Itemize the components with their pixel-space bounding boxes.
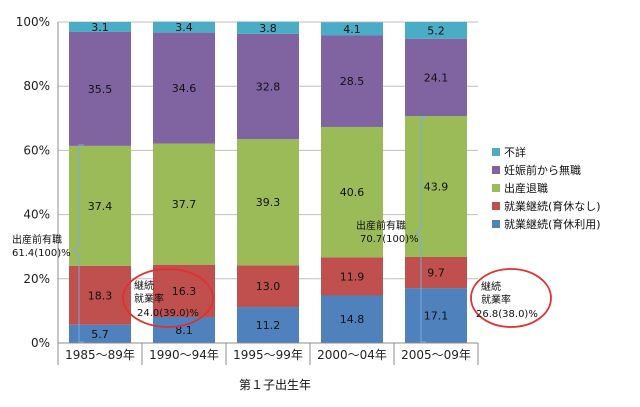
bar-segment xyxy=(153,21,215,33)
bar-segment xyxy=(405,38,467,117)
data-label: 37.7 xyxy=(172,198,197,211)
right-bracket-label-1: 出産前有職 xyxy=(356,219,406,232)
bar-segment xyxy=(405,22,467,39)
data-label: 37.4 xyxy=(88,200,113,213)
x-tick-label: 2000～04年 xyxy=(317,348,387,362)
data-label: 35.5 xyxy=(88,83,113,96)
x-tick-label: 2005～09年 xyxy=(401,348,471,362)
data-label: 28.5 xyxy=(340,75,365,88)
bar-segment xyxy=(237,21,299,34)
circle-left xyxy=(122,268,214,328)
circle-right xyxy=(470,268,552,328)
data-label: 17.1 xyxy=(424,310,449,323)
bar-segment xyxy=(69,324,131,343)
x-tick-label: 1995～99年 xyxy=(233,348,303,362)
bar-segment xyxy=(321,35,383,127)
bar-segment xyxy=(69,22,131,32)
left-bracket xyxy=(73,144,84,343)
data-label: 4.1 xyxy=(343,23,361,36)
legend-swatch xyxy=(492,220,500,228)
data-label: 32.8 xyxy=(256,81,281,94)
bars xyxy=(69,21,467,343)
bar-segment xyxy=(153,316,215,343)
data-label: 3.4 xyxy=(175,21,193,34)
y-tick-label: 0% xyxy=(31,336,50,350)
bar-segment xyxy=(237,265,299,308)
data-label: 3.8 xyxy=(259,22,277,35)
data-label: 5.2 xyxy=(427,24,445,37)
data-label: 3.1 xyxy=(91,21,109,34)
data-label: 5.7 xyxy=(91,328,109,341)
legend-swatch xyxy=(492,184,500,192)
axes: 0% 20% 40% 60% 80% 100% 1985～89年 1990～94年 1995～9… xyxy=(16,15,479,365)
value-labels: 5.7 18.3 37.4 35.5 3.1 8.1 16.3 37.7 34.6 3.4 11.2… xyxy=(88,21,449,341)
left-bracket-label-2: 61.4(100)% xyxy=(12,248,71,259)
bar-segment xyxy=(321,22,383,36)
bar-segment xyxy=(153,143,215,265)
legend-label: 不詳 xyxy=(504,145,526,159)
legend-swatch xyxy=(492,202,500,210)
data-label: 9.7 xyxy=(427,267,445,280)
bar-segment xyxy=(405,256,467,289)
data-label: 16.3 xyxy=(172,285,197,298)
left-bracket-label-1: 出産前有職 xyxy=(12,233,62,246)
legend-swatch xyxy=(492,166,500,174)
data-label: 8.1 xyxy=(175,324,193,337)
data-label: 43.9 xyxy=(424,181,449,194)
bar-segment xyxy=(237,33,299,140)
x-tick-label: 1990～94年 xyxy=(149,348,219,362)
circle-right-label-2: 就業率 xyxy=(481,293,511,306)
data-label: 11.9 xyxy=(340,270,365,283)
y-tick-label: 20% xyxy=(23,272,50,286)
circle-right-label-1: 継続 xyxy=(481,280,501,293)
y-tick-label: 60% xyxy=(23,143,50,157)
right-bracket-label-2: 70.7(100)% xyxy=(360,234,419,245)
legend-label: 就業継続(育休なし) xyxy=(504,199,601,213)
circle-left-label-2: 就業率 xyxy=(134,292,164,305)
bar-segment xyxy=(237,307,299,343)
bar-segment xyxy=(69,31,131,146)
legend-label: 出産退職 xyxy=(504,181,548,195)
right-bracket xyxy=(415,116,426,343)
bar-segment xyxy=(237,139,299,266)
x-tick-label: 1985～89年 xyxy=(65,348,135,362)
bar-segment xyxy=(153,32,215,144)
circle-left-label-1: 継続 xyxy=(134,279,154,292)
data-label: 39.3 xyxy=(256,196,281,209)
bar-segment xyxy=(321,295,383,343)
annotations: 出産前有職 61.4(100)% 出産前有職 70.7(100)% 継続 就業率… xyxy=(12,116,552,343)
data-label: 13.0 xyxy=(256,280,281,293)
legend-swatch xyxy=(492,148,500,156)
y-tick-label: 100% xyxy=(16,15,50,29)
data-label: 14.8 xyxy=(340,313,365,326)
data-label: 11.2 xyxy=(256,319,281,332)
bar-segment xyxy=(405,116,467,257)
legend-label: 妊娠前から無職 xyxy=(504,163,581,177)
data-label: 34.6 xyxy=(172,82,197,95)
circle-left-label-3: 24.0(39.0)% xyxy=(137,308,199,319)
y-tick-label: 40% xyxy=(23,208,50,222)
data-label: 18.3 xyxy=(88,289,113,302)
bar-segment xyxy=(321,126,383,258)
bar-segment xyxy=(153,264,215,317)
data-label: 24.1 xyxy=(424,71,449,84)
bar-segment xyxy=(405,288,467,343)
data-label: 40.6 xyxy=(340,186,365,199)
x-axis-title: 第１子出生年 xyxy=(239,378,311,392)
circle-right-label-3: 26.8(38.0)% xyxy=(476,309,538,320)
bar-segment xyxy=(321,257,383,296)
legend-label: 就業継続(育休利用) xyxy=(504,217,601,231)
y-tick-label: 80% xyxy=(23,79,50,93)
